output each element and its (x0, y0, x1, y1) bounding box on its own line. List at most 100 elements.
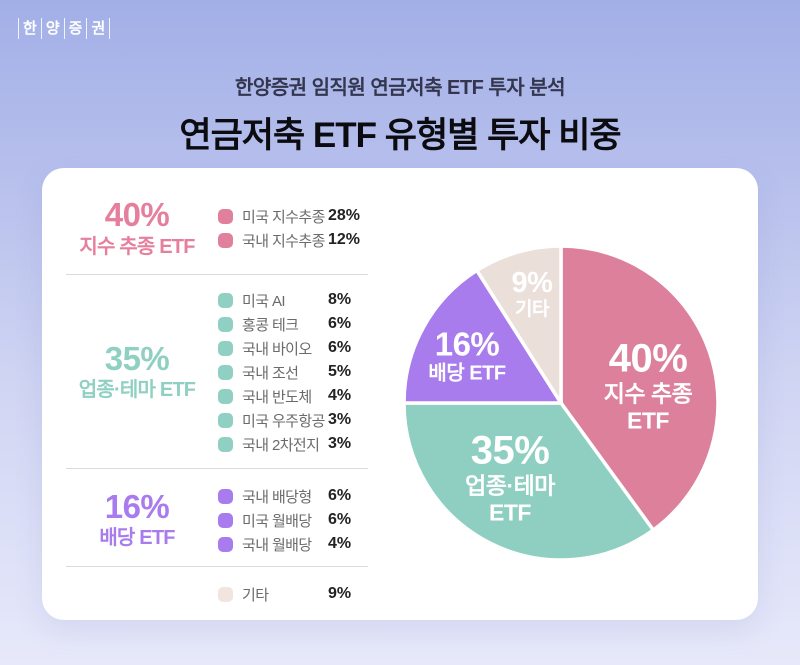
group-name: 배당 ETF (99, 527, 175, 550)
item-value: 3% (328, 411, 352, 429)
slice-name: 지수 추종 (603, 380, 693, 407)
item-label: 국내 반도체 (242, 388, 312, 406)
pie-slice-label-dividend-etf: 16% 배당 ETF (428, 325, 506, 385)
legend-items: 기타 9% (218, 585, 370, 604)
group-percent: 40% (104, 196, 170, 233)
pie-slice-label-etc: 9% 기타 (511, 267, 553, 322)
legend-item: 홍콩 테크 6% (218, 315, 370, 334)
group-percent: 35% (104, 339, 170, 377)
item-label: 국내 바이오 (242, 340, 312, 358)
group-name: 지수 추종 ETF (79, 235, 195, 258)
item-label: 미국 우주항공 (242, 412, 325, 430)
pie-svg (402, 244, 720, 562)
item-label: 국내 지수추종 (242, 232, 325, 250)
item-value: 4% (328, 387, 352, 405)
color-swatch-icon (218, 316, 233, 332)
group-percent: 16% (104, 487, 170, 525)
legend-group-sector-etf: 35% 업종·테마 ETF 미국 AI 8% 홍콩 테크 6% 국내 바이오 6 (64, 275, 370, 468)
item-label: 기타 (242, 586, 269, 604)
item-value: 6% (328, 339, 352, 357)
item-label: 국내 조선 (242, 364, 299, 382)
legend-group-index-etf: 40% 지수 추종 ETF 미국 지수추종 28% 국내 지수추종 12% (64, 168, 370, 274)
pie-chart: 40% 지수 추종 ETF 35% 업종·테마 ETF 16% 배당 ETF 9… (400, 242, 722, 564)
chart-card: 40% 지수 추종 ETF 미국 지수추종 28% 국내 지수추종 12% 35… (42, 168, 758, 620)
color-swatch-icon (218, 388, 233, 404)
slice-percent: 16% (434, 325, 500, 363)
legend-item: 국내 반도체 4% (218, 387, 370, 406)
divider (66, 273, 368, 275)
page-title: 연금저축 ETF 유형별 투자 비중 (179, 116, 621, 155)
slice-percent: 40% (608, 336, 688, 381)
color-swatch-icon (218, 536, 233, 552)
item-label: 미국 AI (242, 292, 286, 310)
item-value: 6% (328, 315, 352, 333)
legend-group-etc: 기타 9% (64, 567, 370, 604)
slice-name: 배당 ETF (428, 362, 506, 385)
subtitle: 한양증권 임직원 연금저축 ETF 투자 분석 (234, 77, 566, 99)
item-value: 3% (328, 435, 352, 453)
legend-panel: 40% 지수 추종 ETF 미국 지수추종 28% 국내 지수추종 12% 35… (64, 168, 370, 604)
pie-slice (475, 244, 563, 405)
color-swatch-icon (218, 292, 233, 308)
pie-slice (559, 244, 720, 532)
legend-item: 미국 월배당 6% (218, 511, 370, 530)
color-swatch-icon (218, 208, 233, 224)
legend-item: 국내 바이오 6% (218, 339, 370, 358)
pie-slice-label-index-etf: 40% 지수 추종 ETF (604, 337, 693, 434)
logo-char: 한 (18, 18, 41, 39)
item-label: 국내 월배당 (242, 536, 312, 554)
group-header-index-etf: 40% 지수 추종 ETF (64, 196, 210, 259)
legend-item: 국내 2차전지 3% (218, 435, 370, 454)
slice-name: ETF (627, 407, 669, 434)
item-label: 미국 지수추종 (242, 208, 325, 226)
color-swatch-icon (218, 364, 233, 380)
legend-item: 국내 지수추종 12% (218, 231, 370, 250)
color-swatch-icon (218, 436, 233, 452)
legend-items: 국내 배당형 6% 미국 월배당 6% 국내 월배당 4% (218, 487, 370, 554)
legend-item: 국내 배당형 6% (218, 487, 370, 506)
item-value: 4% (328, 535, 352, 553)
color-swatch-icon (218, 232, 233, 248)
group-name: 업종·테마 ETF (78, 379, 196, 402)
item-value: 8% (328, 291, 352, 309)
slice-name: ETF (489, 499, 531, 526)
slice-percent: 35% (470, 428, 550, 473)
header: 한양증권 임직원 연금저축 ETF 투자 분석 연금저축 ETF 유형별 투자 … (0, 71, 800, 158)
item-value: 6% (328, 487, 352, 505)
color-swatch-icon (218, 488, 233, 504)
legend-item: 미국 지수추종 28% (218, 207, 370, 226)
group-header-sector-etf: 35% 업종·테마 ETF (64, 339, 210, 403)
legend-item: 미국 AI 8% (218, 291, 370, 310)
legend-group-dividend-etf: 16% 배당 ETF 국내 배당형 6% 미국 월배당 6% 국내 월배당 4% (64, 469, 370, 566)
slice-name: 업종·테마 (465, 472, 555, 499)
logo-char: 양 (40, 18, 64, 39)
divider (66, 467, 368, 469)
legend-item: 국내 월배당 4% (218, 535, 370, 554)
logo-char: 증 (63, 18, 87, 39)
pie-slice (402, 401, 656, 562)
divider (66, 565, 368, 567)
color-swatch-icon (218, 412, 233, 428)
item-value: 28% (328, 207, 361, 225)
legend-item: 기타 9% (218, 585, 370, 604)
item-value: 12% (328, 231, 361, 249)
item-label: 홍콩 테크 (242, 316, 299, 334)
legend-items: 미국 지수추종 28% 국내 지수추종 12% (218, 207, 370, 250)
legend-item: 미국 우주항공 3% (218, 411, 370, 430)
color-swatch-icon (218, 340, 233, 356)
item-label: 국내 2차전지 (242, 436, 320, 454)
item-label: 미국 월배당 (242, 512, 312, 530)
legend-items: 미국 AI 8% 홍콩 테크 6% 국내 바이오 6% 국내 조선 5% (218, 291, 370, 454)
legend-item: 국내 조선 5% (218, 363, 370, 382)
item-value: 6% (328, 511, 352, 529)
pie-slice-label-sector-etf: 35% 업종·테마 ETF (465, 429, 555, 526)
slice-name: 기타 (515, 299, 549, 321)
group-header-dividend-etf: 16% 배당 ETF (64, 487, 210, 551)
color-swatch-icon (218, 512, 233, 528)
color-swatch-icon (218, 586, 233, 602)
item-value: 9% (328, 585, 352, 603)
item-label: 국내 배당형 (242, 488, 312, 506)
slice-percent: 9% (511, 267, 553, 300)
pie-slice (402, 268, 563, 405)
